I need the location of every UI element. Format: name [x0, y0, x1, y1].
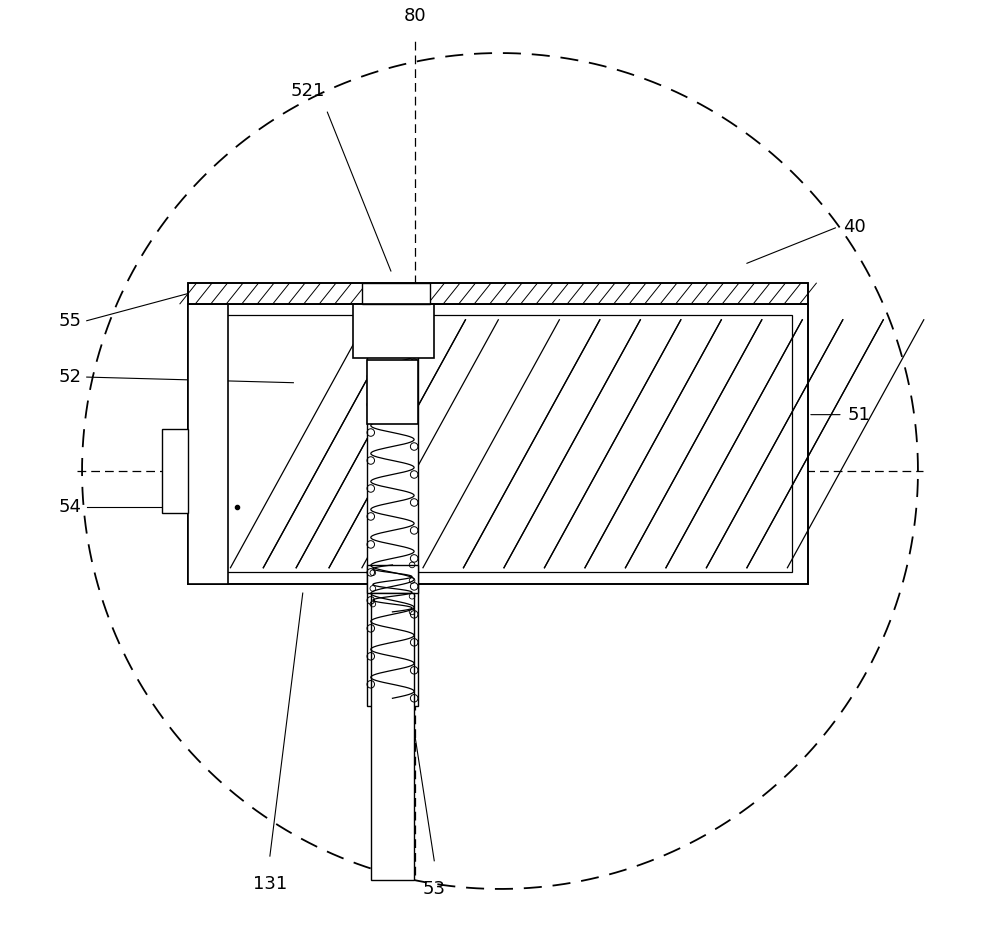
Text: 55: 55: [59, 312, 82, 330]
Bar: [367, 302, 418, 706]
Text: 80: 80: [404, 7, 427, 24]
Text: 51: 51: [848, 406, 870, 424]
Text: 54: 54: [59, 497, 82, 515]
Bar: [367, 565, 418, 593]
Bar: [353, 304, 434, 358]
Text: 53: 53: [423, 880, 446, 898]
Bar: [371, 593, 414, 880]
Text: 521: 521: [290, 82, 325, 100]
Bar: [162, 429, 188, 513]
Bar: [188, 284, 808, 304]
Polygon shape: [362, 284, 430, 304]
Text: 40: 40: [843, 218, 866, 236]
Bar: [204, 315, 792, 573]
Text: 131: 131: [253, 875, 287, 893]
Bar: [188, 284, 808, 304]
Bar: [188, 304, 808, 584]
Text: 52: 52: [59, 368, 82, 386]
Bar: [188, 304, 228, 584]
Bar: [367, 360, 418, 424]
